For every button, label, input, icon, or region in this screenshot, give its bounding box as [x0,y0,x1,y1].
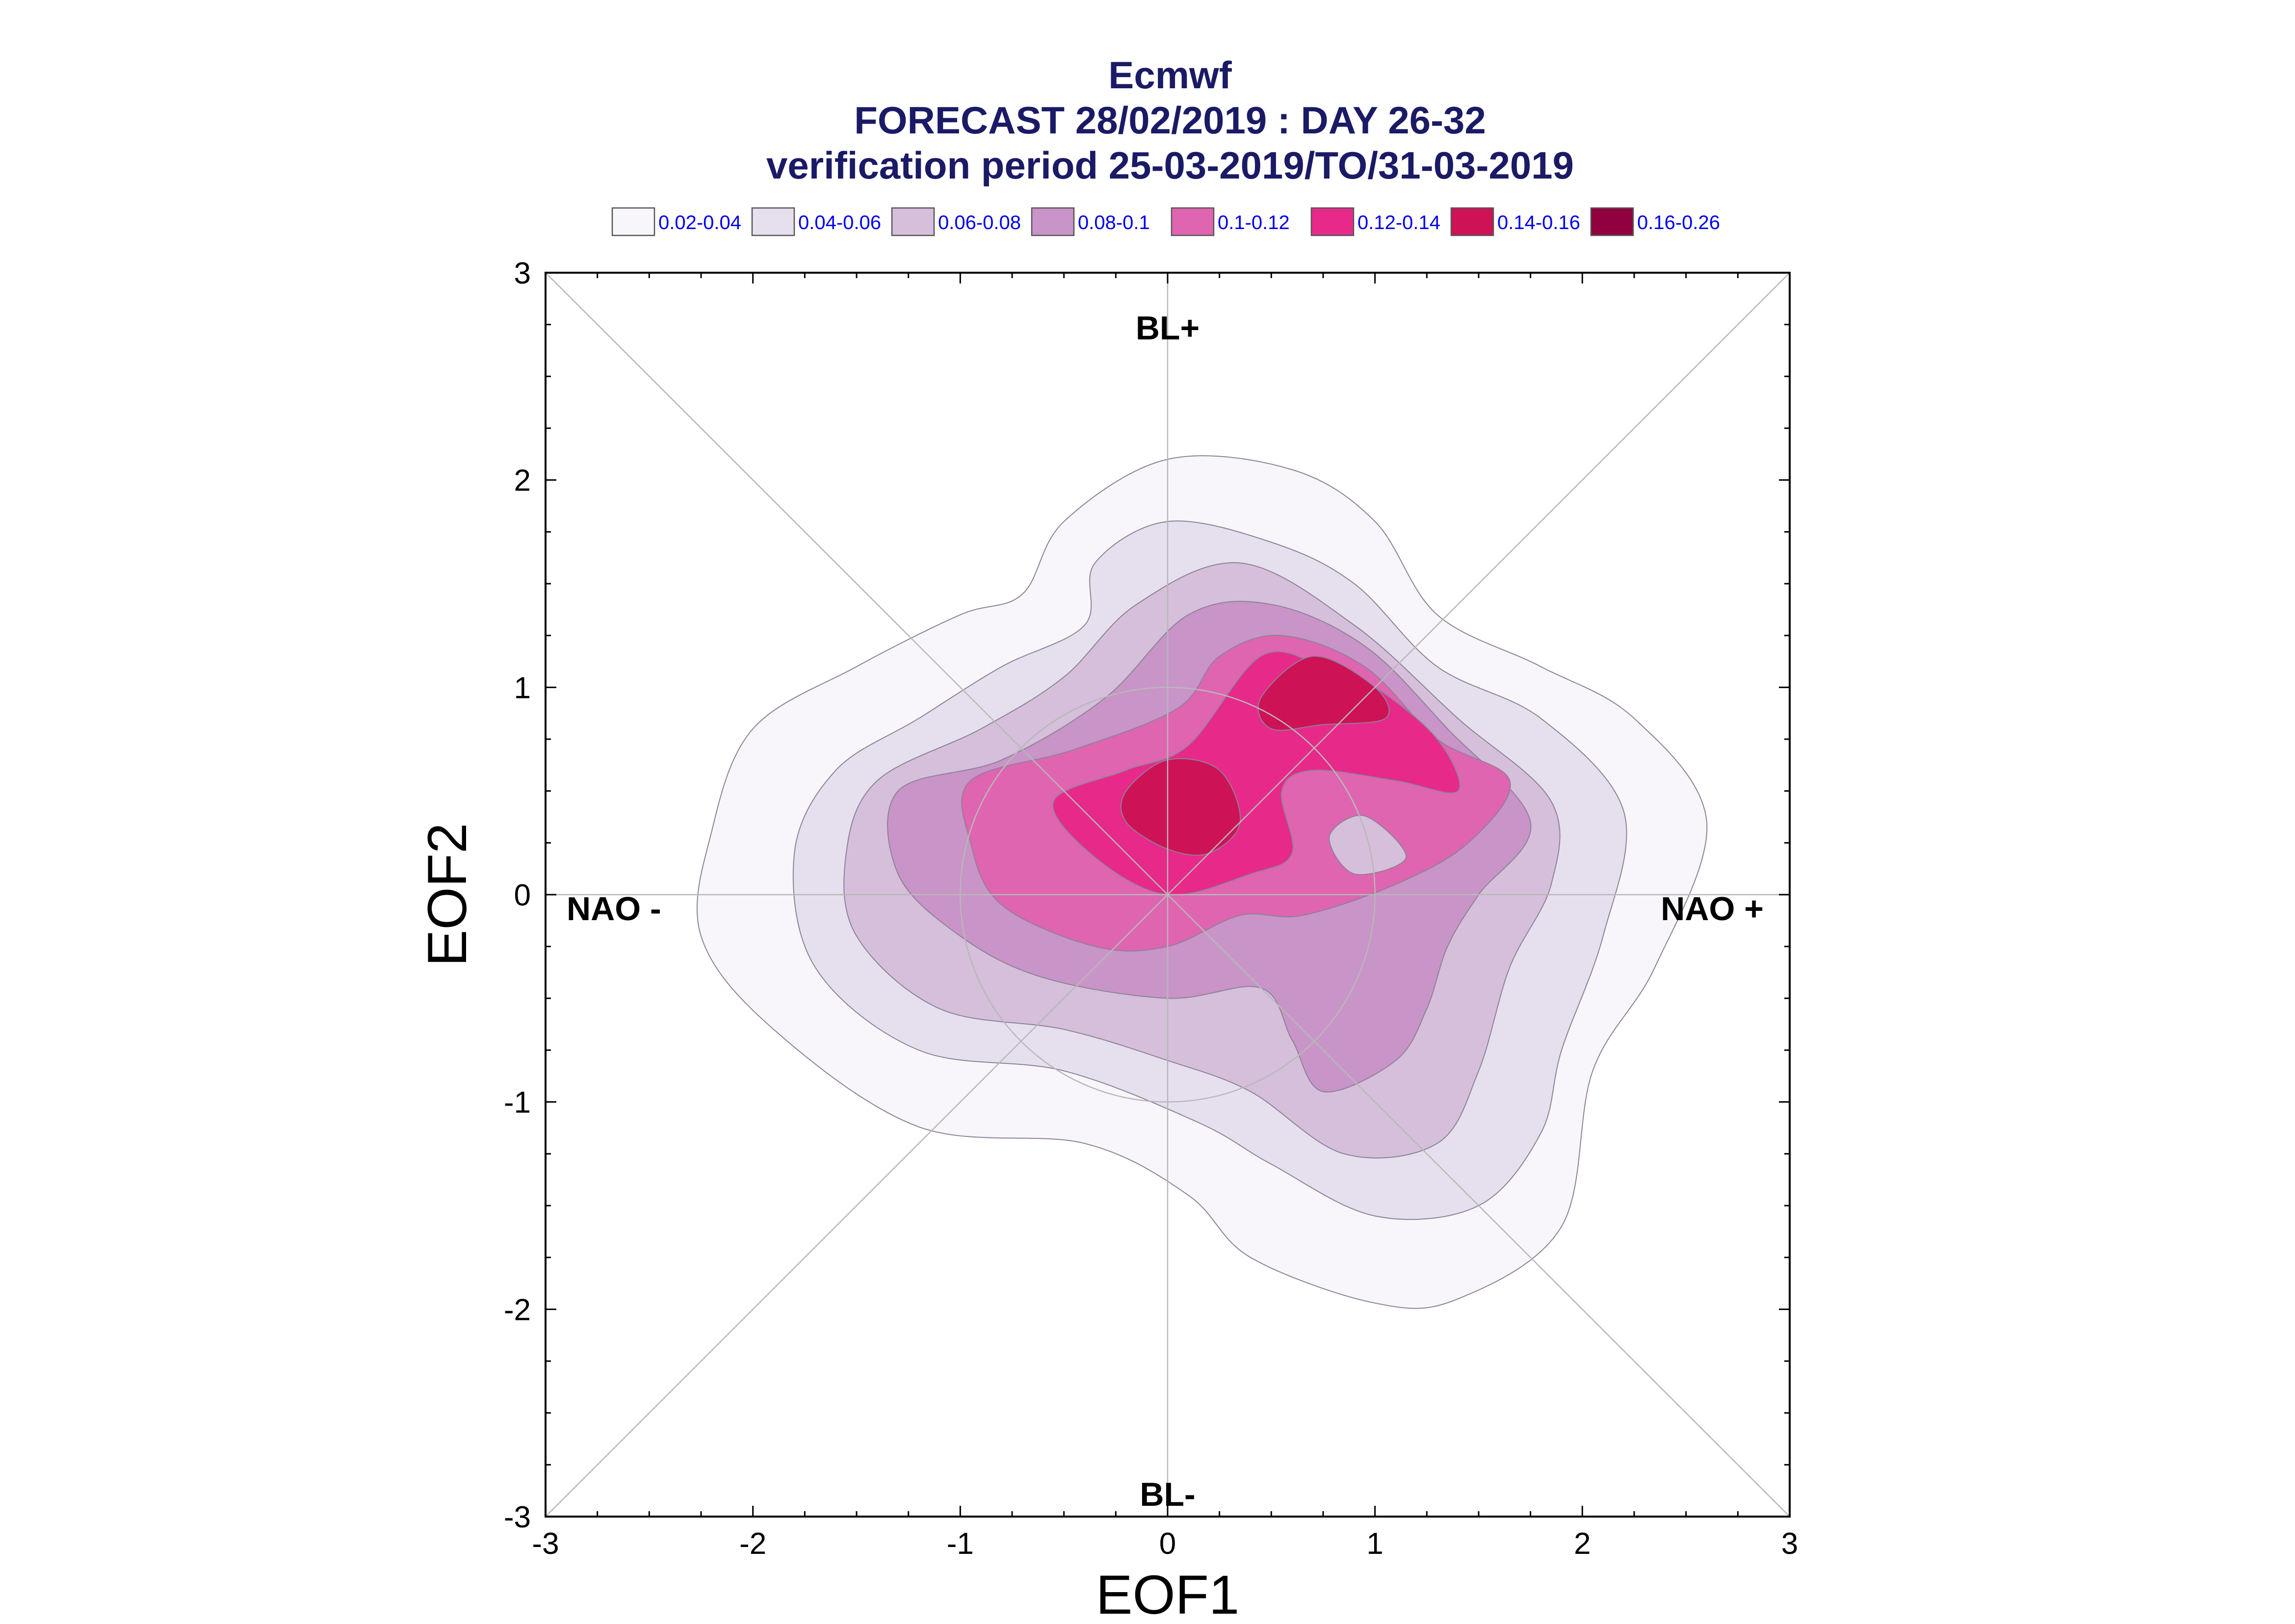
contour-level-0.14-0.16 [1257,655,1390,731]
legend-swatch [1171,207,1215,236]
x-axis-title: EOF1 [1096,1564,1240,1624]
legend-label: 0.02-0.04 [658,212,741,233]
legend-swatch [1031,207,1075,236]
legend-swatch [1310,207,1355,236]
legend-swatch [611,207,655,236]
legend-label: 0.04-0.06 [798,212,881,233]
x-tick-label: 0 [1159,1527,1176,1561]
diagonal-line-falling [545,272,1790,1517]
x-tick-label: 2 [1574,1527,1591,1561]
title-block: Ecmwf FORECAST 28/02/2019 : DAY 26-32 ve… [766,53,1574,187]
unit-circle [960,687,1376,1103]
legend-swatch [891,207,935,236]
legend-label: 0.14-0.16 [1497,212,1580,233]
y-tick-label: 2 [514,464,531,498]
legend-label: 0.06-0.08 [938,212,1021,233]
legend-label: 0.16-0.26 [1637,212,1720,233]
y-tick-label: -1 [504,1086,531,1120]
y-tick-label: 0 [514,878,531,912]
x-tick-label: -3 [532,1527,559,1561]
contour-level-0.14-0.16 [1121,758,1241,856]
legend-swatch [751,207,795,236]
title-line-2: FORECAST 28/02/2019 : DAY 26-32 [854,99,1486,142]
y-tick-label: 3 [514,257,531,290]
regime-label-nao-plus: NAO + [1661,890,1764,928]
legend: 0.02-0.04 0.04-0.06 0.06-0.08 0.08-0.1 0.1-0… [611,207,1720,236]
legend-label: 0.08-0.1 [1078,212,1150,233]
reference-lines [545,272,1790,1517]
regime-label-bl-minus: BL- [1140,1476,1195,1513]
y-axis-title: EOF2 [417,823,478,967]
legend-label: 0.12-0.14 [1357,212,1440,233]
title-line-1: Ecmwf [1108,53,1232,97]
regime-label-nao-minus: NAO - [567,890,661,928]
x-tick-label: -2 [739,1527,766,1561]
y-tick-label: -3 [504,1500,531,1534]
x-tick-label: 1 [1366,1527,1383,1561]
legend-swatch [1450,207,1494,236]
title-line-3: verification period 25-03-2019/TO/31-03-… [766,144,1574,187]
y-tick-label: 1 [514,671,531,705]
legend-label: 0.1-0.12 [1218,212,1290,233]
axis-ticks: -3 -2 -1 0 1 2 3 -3 -2 -1 0 1 2 3 [504,257,1798,1561]
x-tick-label: -1 [947,1527,974,1561]
x-tick-label: 3 [1781,1527,1798,1561]
plot-area: -3 -2 -1 0 1 2 3 -3 -2 -1 0 1 2 3 [504,257,1798,1561]
contour-hole [1329,815,1407,876]
y-tick-label: -2 [504,1293,531,1327]
regime-label-bl-plus: BL+ [1136,309,1200,347]
density-contours [696,455,1708,1309]
legend-swatch [1590,207,1634,236]
